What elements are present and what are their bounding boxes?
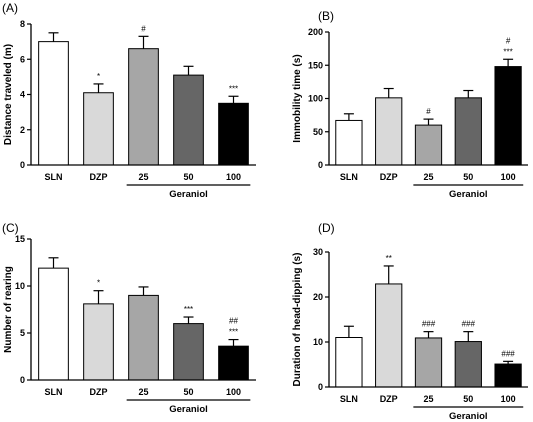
y-tick-label: 2 — [20, 125, 25, 135]
category-label: DZP — [380, 394, 398, 404]
bar — [454, 341, 482, 388]
y-tick-label: 10 — [313, 337, 323, 347]
bar — [128, 48, 159, 166]
category-label: 50 — [183, 172, 193, 182]
panel-letter: (D) — [318, 221, 335, 235]
panel-letter: (C) — [2, 221, 19, 235]
y-tick-label: 5 — [20, 328, 25, 338]
bar — [375, 283, 403, 388]
category-label: 25 — [138, 387, 148, 397]
y-tick-label: 150 — [308, 60, 323, 70]
bar — [494, 363, 522, 388]
category-label: 100 — [226, 172, 241, 182]
chart-panel: (D) Duration of head-dipping (s) 0 10 20 30 SL… — [292, 221, 528, 422]
significance-label: ### — [422, 320, 436, 329]
panel-letter: (A) — [2, 1, 18, 15]
significance-label: # — [506, 36, 511, 45]
y-tick-label: 100 — [308, 94, 323, 104]
bar — [335, 337, 363, 388]
category-label: 50 — [183, 387, 193, 397]
y-tick-label: 15 — [15, 234, 25, 244]
category-label: 100 — [501, 394, 516, 404]
significance-label: *** — [184, 305, 193, 314]
significance-label: * — [97, 72, 100, 81]
category-label: DZP — [90, 172, 108, 182]
bar — [454, 97, 482, 166]
y-tick-label: 6 — [20, 54, 25, 64]
bar — [83, 303, 114, 381]
category-label: 100 — [226, 387, 241, 397]
y-axis-label: Immobility time (s) — [292, 54, 303, 142]
y-tick-label: 4 — [20, 90, 25, 100]
y-tick-label: 50 — [313, 127, 323, 137]
category-label: DZP — [90, 387, 108, 397]
category-label: 25 — [138, 172, 148, 182]
group-label: Geraniol — [449, 411, 488, 422]
y-axis-label: Distance traveled (m) — [3, 44, 14, 145]
category-label: SLN — [340, 394, 358, 404]
y-tick-label: 10 — [15, 281, 25, 291]
bar — [335, 119, 363, 166]
category-label: SLN — [45, 172, 63, 182]
bar — [173, 74, 204, 166]
bar — [218, 345, 249, 381]
bar — [38, 267, 69, 381]
significance-label: ## — [229, 317, 238, 326]
significance-label: ** — [386, 254, 392, 263]
significance-label: ### — [462, 320, 476, 329]
category-label: 100 — [501, 172, 516, 182]
significance-label: # — [141, 24, 146, 33]
significance-label: ### — [501, 349, 515, 358]
bar — [173, 323, 204, 381]
y-tick-label: 30 — [313, 247, 323, 257]
significance-label: * — [97, 279, 100, 288]
panel-letter: (B) — [318, 9, 334, 23]
chart-panel: (B) Immobility time (s) 0 50 100 150 200 SLN DZP… — [292, 9, 528, 200]
bar — [494, 66, 522, 166]
category-label: DZP — [380, 172, 398, 182]
chart-panel: (C) Number of rearing 0 5 10 15 SLN DZP * 25 50 ***… — [2, 221, 256, 415]
y-tick-label: 0 — [318, 160, 323, 170]
group-label: Geraniol — [449, 189, 488, 200]
y-tick-label: 0 — [20, 160, 25, 170]
chart-panel: (A) Distance traveled (m) 0 2 4 6 8 SLN DZP * 25 #5… — [2, 1, 256, 200]
category-label: 50 — [463, 172, 473, 182]
y-tick-label: 0 — [318, 382, 323, 392]
y-tick-label: 200 — [308, 27, 323, 37]
y-axis-label: Number of rearing — [3, 266, 14, 353]
group-label: Geraniol — [169, 189, 208, 200]
category-label: SLN — [340, 172, 358, 182]
bar — [83, 92, 114, 166]
bar — [38, 41, 69, 166]
significance-label: # — [426, 107, 431, 116]
bar — [375, 97, 403, 166]
significance-label: *** — [229, 328, 238, 337]
bar — [414, 124, 443, 166]
bar — [218, 102, 249, 166]
significance-label: *** — [229, 84, 238, 93]
y-tick-label: 8 — [20, 19, 25, 29]
bar — [128, 294, 159, 381]
significance-label: *** — [503, 47, 512, 56]
bar — [414, 337, 443, 388]
category-label: 50 — [463, 394, 473, 404]
y-axis-label: Duration of head-dipping (s) — [292, 253, 303, 387]
category-label: SLN — [45, 387, 63, 397]
y-tick-label: 0 — [20, 375, 25, 385]
category-label: 25 — [423, 394, 433, 404]
y-tick-label: 20 — [313, 292, 323, 302]
group-label: Geraniol — [169, 404, 208, 415]
category-label: 25 — [423, 172, 433, 182]
